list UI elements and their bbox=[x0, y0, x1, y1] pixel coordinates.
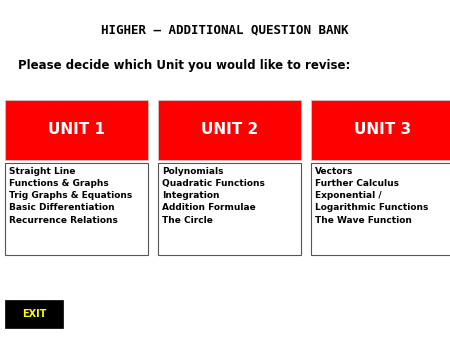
Text: Polynomials
Quadratic Functions
Integration
Addition Formulae
The Circle: Polynomials Quadratic Functions Integrat… bbox=[162, 167, 265, 224]
Text: EXIT: EXIT bbox=[22, 309, 46, 319]
Text: Please decide which Unit you would like to revise:: Please decide which Unit you would like … bbox=[18, 59, 351, 72]
FancyBboxPatch shape bbox=[158, 100, 301, 160]
FancyBboxPatch shape bbox=[311, 100, 450, 160]
Text: Straight Line
Functions & Graphs
Trig Graphs & Equations
Basic Differentiation
R: Straight Line Functions & Graphs Trig Gr… bbox=[9, 167, 132, 224]
Text: UNIT 3: UNIT 3 bbox=[354, 122, 411, 138]
FancyBboxPatch shape bbox=[5, 300, 63, 328]
Text: UNIT 2: UNIT 2 bbox=[201, 122, 258, 138]
Text: HIGHER – ADDITIONAL QUESTION BANK: HIGHER – ADDITIONAL QUESTION BANK bbox=[101, 24, 349, 37]
FancyBboxPatch shape bbox=[311, 163, 450, 255]
Text: Vectors
Further Calculus
Exponential /
Logarithmic Functions
The Wave Function: Vectors Further Calculus Exponential / L… bbox=[315, 167, 428, 224]
Text: UNIT 1: UNIT 1 bbox=[48, 122, 105, 138]
FancyBboxPatch shape bbox=[5, 163, 148, 255]
FancyBboxPatch shape bbox=[5, 100, 148, 160]
FancyBboxPatch shape bbox=[158, 163, 301, 255]
